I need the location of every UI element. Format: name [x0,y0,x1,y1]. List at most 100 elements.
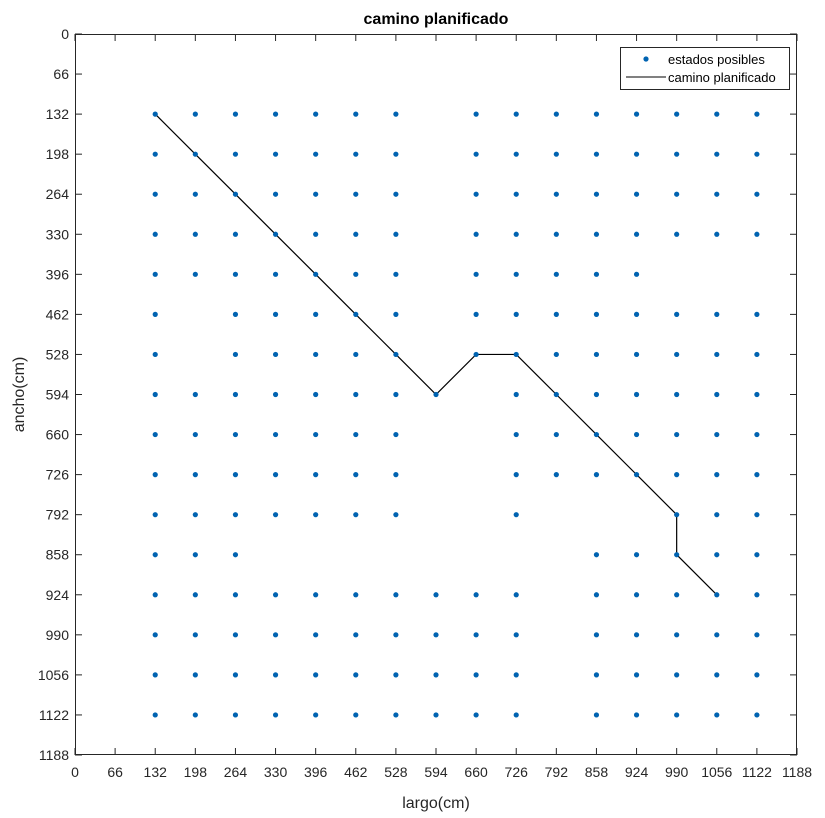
state-point [754,111,760,117]
state-point [593,391,600,398]
state-point [674,472,680,478]
state-point [593,552,600,558]
state-point [633,472,640,478]
state-point [192,512,198,518]
axis-tick-labels: 0 66 132 198 264 330 396 462 528 594 660 726 792 858 9… [38,26,812,780]
state-point [593,472,600,478]
state-point [674,111,680,117]
state-point [473,231,479,237]
state-point [433,391,439,398]
state-point [353,472,359,478]
state-point [674,191,680,197]
state-point [754,712,760,718]
state-point [192,191,198,197]
x-tick-label: 792 [545,764,569,780]
x-tick-label: 198 [184,764,208,780]
state-point [393,111,399,117]
state-point [633,231,640,237]
state-point [353,151,359,157]
y-tick-label: 726 [46,467,70,483]
state-point [593,271,600,277]
state-point [513,231,519,237]
state-point [674,712,680,718]
state-point [714,351,720,358]
state-point [473,592,479,598]
state-point [593,632,600,638]
state-point [593,231,600,237]
state-point [353,231,359,237]
state-point [232,271,239,277]
state-point [754,552,760,558]
state-point [433,672,439,678]
state-point [553,231,559,237]
state-point [754,231,760,237]
state-point [393,672,399,678]
state-point [353,391,359,398]
state-point [674,391,680,398]
state-point [232,632,239,638]
state-point [353,431,359,438]
state-point [754,191,760,197]
state-point [714,712,720,718]
state-point [714,311,720,317]
state-point [553,351,559,358]
state-point [633,592,640,598]
state-point [754,632,760,638]
state-point [553,311,559,317]
state-point [152,151,158,157]
state-point [272,592,279,598]
state-point [553,111,559,117]
state-point [192,552,198,558]
state-point [313,351,319,358]
state-point [754,151,760,157]
state-point [152,391,158,398]
state-point [353,512,359,518]
state-point [714,431,720,438]
state-point [674,231,680,237]
path-layer [154,113,718,596]
state-point [353,632,359,638]
state-point [513,712,519,718]
state-point [192,151,198,157]
state-point [192,632,198,638]
state-point [313,111,319,117]
x-tick-label: 0 [71,764,79,780]
state-point [313,271,319,277]
state-point [553,472,559,478]
x-tick-label: 990 [665,764,689,780]
state-point [152,231,158,237]
state-point [553,191,559,197]
state-point [473,111,479,117]
y-tick-label: 264 [46,186,70,202]
x-tick-label: 462 [344,764,368,780]
state-point [393,151,399,157]
state-point [313,191,319,197]
state-point [152,311,158,317]
state-point [593,712,600,718]
state-point [232,151,239,157]
y-tick-label: 660 [46,427,70,443]
state-point [272,472,279,478]
state-point [513,351,519,358]
state-point [433,712,439,718]
state-point [272,351,279,358]
state-point [633,672,640,678]
state-point [192,111,198,117]
state-point [272,271,279,277]
state-point [754,431,760,438]
state-point [473,712,479,718]
state-point [393,231,399,237]
state-point [313,592,319,598]
y-tick-label: 924 [46,587,70,603]
state-point [232,712,239,718]
state-point [674,151,680,157]
state-point [513,271,519,277]
state-point [754,592,760,598]
state-point [633,391,640,398]
state-point [152,431,158,438]
x-tick-label: 924 [625,764,649,780]
state-point [593,672,600,678]
state-point [674,592,680,598]
state-point [513,512,519,518]
